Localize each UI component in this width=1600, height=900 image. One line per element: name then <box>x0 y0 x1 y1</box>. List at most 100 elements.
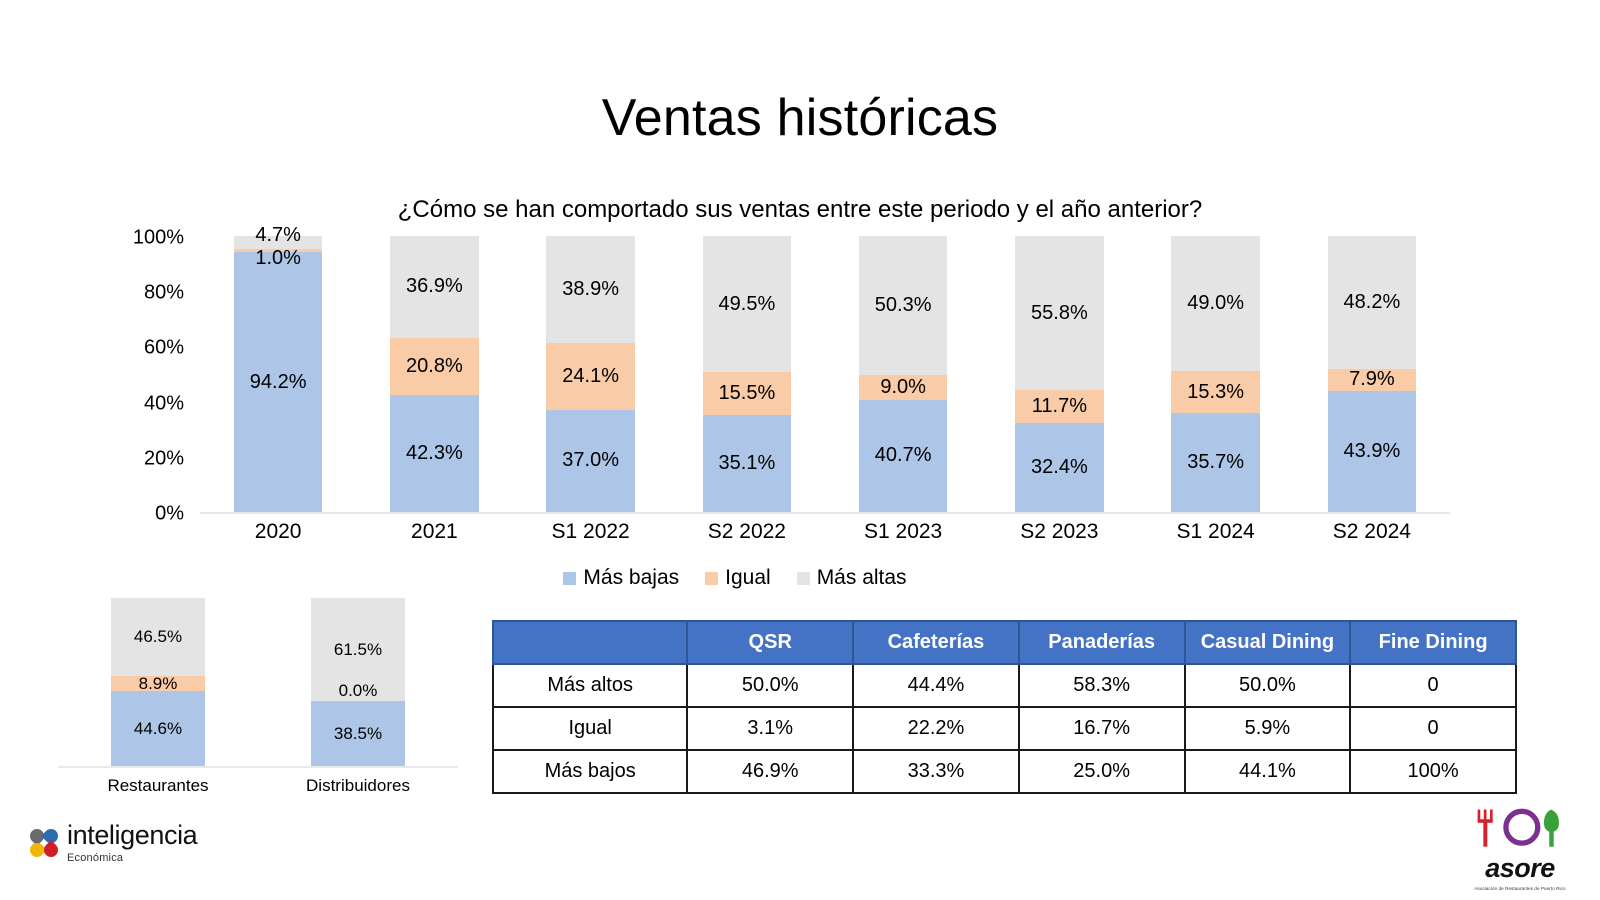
bar-value-label: 42.3% <box>406 442 463 465</box>
table-cell: 46.9% <box>686 749 855 794</box>
bar-column[interactable]: 35.1% 15.5% 49.5% <box>676 235 819 512</box>
bar-segment-igual[interactable]: 9.0% <box>858 374 948 400</box>
x-tick-label: S1 2024 <box>1176 520 1255 543</box>
x-tick-label: 2021 <box>411 520 458 543</box>
bar-segment-mas-bajas[interactable]: 35.1% <box>702 415 792 512</box>
table-row: Más altos 50.0% 44.4% 58.3% 50.0% 0 <box>491 663 1517 708</box>
bar-value-label: 55.8% <box>1031 301 1088 324</box>
bar-column[interactable]: 43.9% 7.9% 48.2% <box>1301 236 1444 512</box>
y-axis-labels: 0% 20% 40% 60% 80% 100% <box>100 227 192 525</box>
bar-segment-mas-altas[interactable]: 36.9% <box>390 236 479 338</box>
bar-value-label: 61.5% <box>333 639 383 659</box>
stacked-bar-secondary[interactable]: 44.6% 8.9% 46.5% <box>110 598 206 766</box>
stacked-bar[interactable]: 35.1% 15.5% 49.5% <box>702 235 792 512</box>
y-tick-label: 80% <box>143 281 184 304</box>
bar-segment-igual[interactable]: 15.3% <box>1171 371 1260 414</box>
bar-segment-igual[interactable]: 24.1% <box>546 343 635 410</box>
y-tick-label: 60% <box>143 336 184 359</box>
bar-segment-mas-bajas[interactable]: 94.2% <box>233 252 323 512</box>
table-header-row: QSR Cafeterías Panaderías Casual Dining Fine… <box>491 620 1517 665</box>
stacked-bar[interactable]: 32.4% 11.7% 55.8% <box>1015 236 1104 512</box>
stacked-bar[interactable]: 40.7% 9.0% 50.3% <box>858 236 948 512</box>
bar-segment-mas-bajas[interactable]: 43.9% <box>1327 390 1417 512</box>
bar-segment-igual[interactable]: 1.0% <box>233 247 323 269</box>
bar-value-label: 48.2% <box>1343 291 1401 314</box>
stacked-bar[interactable]: 37.0% 24.1% 38.9% <box>546 236 635 512</box>
x-tick-label: S1 2022 <box>551 520 630 543</box>
bar-value-label: 1.0% <box>255 247 301 270</box>
bar-segment-mas-altas[interactable]: 49.5% <box>702 235 792 373</box>
bar-value-label: 49.0% <box>1187 292 1244 315</box>
legend-item[interactable]: Más altas <box>796 566 907 590</box>
bar-segment-mas-bajas[interactable]: 32.4% <box>1015 422 1104 512</box>
main-bar-chart: 0% 20% 40% 60% 80% 100% 94.2% 1.0% 4.7% 42.3% 20.… <box>100 224 1450 543</box>
bar-segment-igual[interactable]: 7.9% <box>1327 368 1417 391</box>
fork-plate-knife-icon <box>1477 808 1559 847</box>
table-row: Más bajos 46.9% 33.3% 25.0% 44.1% 100% <box>491 749 1517 794</box>
bar-segment-igual[interactable]: 8.9% <box>110 673 206 693</box>
table-cell: 5.9% <box>1183 706 1352 751</box>
bar-column-secondary[interactable]: 38.5% 0.0% 61.5% <box>274 598 442 766</box>
bar-value-label: 94.2% <box>249 370 307 393</box>
bar-value-label: 7.9% <box>1349 368 1395 391</box>
x-tick-label: S1 2023 <box>864 520 943 543</box>
bar-segment-mas-bajas[interactable]: 37.0% <box>546 409 635 512</box>
bar-segment-mas-bajas[interactable]: 44.6% <box>110 691 206 766</box>
bar-segment-mas-bajas[interactable]: 40.7% <box>858 399 948 512</box>
bar-column[interactable]: 40.7% 9.0% 50.3% <box>832 236 975 512</box>
bar-segment-mas-bajas[interactable]: 38.5% <box>310 701 406 766</box>
bar-value-label: 37.0% <box>562 449 619 472</box>
bar-segment-mas-altas[interactable]: 38.9% <box>546 236 635 344</box>
table-row-label: Más bajos <box>491 749 689 794</box>
asore-wordmark: asore <box>1485 853 1555 883</box>
bar-segment-igual[interactable]: 11.7% <box>1015 390 1104 423</box>
bar-segment-mas-altas[interactable]: 55.8% <box>1015 236 1104 391</box>
bar-value-label: 8.9% <box>138 673 178 693</box>
table-header: QSR Cafeterías Panaderías Casual Dining Fine… <box>491 620 1517 665</box>
table-cell: 22.2% <box>852 706 1020 751</box>
bar-segment-mas-altas[interactable]: 4.7% <box>233 224 323 250</box>
bar-column[interactable]: 32.4% 11.7% 55.8% <box>988 236 1131 512</box>
table-cell: 3.1% <box>686 706 855 751</box>
bar-column[interactable]: 94.2% 1.0% 4.7% <box>207 224 350 512</box>
table-header-casual-dining: Casual Dining <box>1183 620 1352 665</box>
table-row: Igual 3.1% 22.2% 16.7% 5.9% 0 <box>491 706 1517 751</box>
page-title: Ventas históricas <box>601 89 999 147</box>
bar-segment-igual[interactable]: 20.8% <box>390 337 479 396</box>
bar-segment-mas-altas[interactable]: 61.5% <box>310 598 406 702</box>
table-cell: 33.3% <box>852 749 1020 794</box>
bar-segment-mas-altas[interactable]: 49.0% <box>1171 236 1260 372</box>
bar-segment-mas-bajas[interactable]: 42.3% <box>390 395 479 512</box>
bar-segment-igual[interactable]: 15.5% <box>702 372 792 416</box>
legend-item[interactable]: Más bajas <box>563 566 679 590</box>
stacked-bar[interactable]: 43.9% 7.9% 48.2% <box>1327 236 1417 512</box>
table-cell: 44.4% <box>852 663 1020 708</box>
bar-segment-mas-altas[interactable]: 46.5% <box>110 598 206 677</box>
legend-swatch-icon <box>563 571 577 585</box>
bar-value-label: 44.6% <box>133 718 183 738</box>
stacked-bar[interactable]: 94.2% 1.0% 4.7% <box>233 224 323 512</box>
y-tick-label: 100% <box>132 226 184 249</box>
bar-column[interactable]: 42.3% 20.8% 36.9% <box>363 236 506 512</box>
bar-value-label: 35.1% <box>718 452 776 475</box>
table-header-cafeterías: Cafeterías <box>852 620 1020 665</box>
bar-column[interactable]: 37.0% 24.1% 38.9% <box>519 236 662 512</box>
y-tick-label: 0% <box>155 502 184 525</box>
x-tick-label: S2 2022 <box>707 520 786 543</box>
bar-value-label: 38.5% <box>333 723 383 743</box>
bar-column[interactable]: 35.7% 15.3% 49.0% <box>1144 236 1287 512</box>
bar-column-secondary[interactable]: 44.6% 8.9% 46.5% <box>74 598 242 766</box>
bar-segment-mas-bajas[interactable]: 35.7% <box>1171 413 1260 512</box>
table-cell: 0 <box>1349 663 1517 708</box>
bar-value-label: 15.3% <box>1187 380 1244 403</box>
chart-legend: Más bajas Igual Más altas <box>0 566 1470 590</box>
bar-segment-mas-altas[interactable]: 48.2% <box>1327 236 1417 370</box>
legend-item[interactable]: Igual <box>705 566 771 590</box>
stacked-bar[interactable]: 42.3% 20.8% 36.9% <box>390 236 479 512</box>
stacked-bar-secondary[interactable]: 38.5% 0.0% 61.5% <box>310 598 406 766</box>
stacked-bar[interactable]: 35.7% 15.3% 49.0% <box>1171 236 1260 512</box>
table-header-panaderías: Panaderías <box>1017 620 1186 665</box>
bar-segment-mas-altas[interactable]: 50.3% <box>858 236 948 375</box>
flower-petals-icon <box>27 825 61 860</box>
